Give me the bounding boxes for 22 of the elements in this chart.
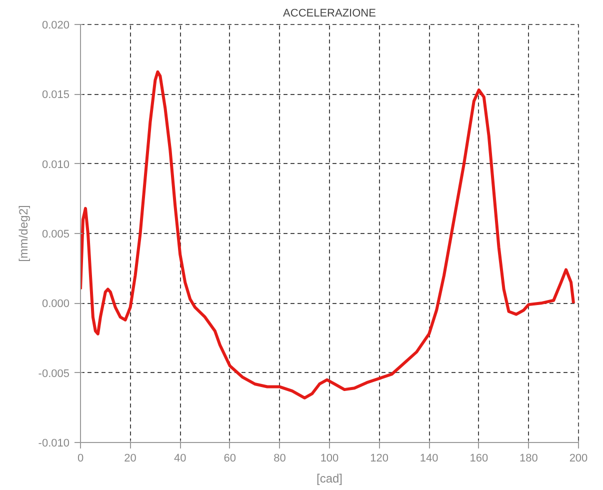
- y-axis-title: [mm/deg2]: [16, 205, 30, 262]
- x-tick-label: 20: [124, 452, 136, 464]
- x-tick-label: 200: [569, 452, 588, 464]
- y-tick-label: -0.005: [38, 368, 70, 380]
- x-tick-label: 100: [320, 452, 339, 464]
- x-axis-title: [cad]: [316, 472, 343, 486]
- y-tick-label: -0.010: [38, 438, 70, 450]
- y-tick-label: 0.020: [42, 20, 70, 32]
- y-tick-label: 0.005: [42, 228, 70, 240]
- x-tick-label: 140: [420, 452, 438, 464]
- y-tick-label: 0.010: [42, 158, 70, 171]
- x-tick-label: 40: [174, 452, 186, 464]
- line-series: [80, 70, 576, 400]
- x-tick-label: 80: [274, 452, 286, 464]
- x-tick-label: 0: [77, 452, 84, 464]
- chart-title: ACCELERAZIONE: [283, 8, 376, 20]
- x-tick-label: 60: [224, 452, 236, 464]
- x-tick-label: 120: [370, 452, 388, 464]
- x-tick-label: 180: [520, 452, 538, 464]
- y-tick-label: 0.000: [42, 298, 70, 310]
- x-tick-label: 160: [470, 452, 488, 464]
- y-tick-label: 0.015: [42, 89, 70, 102]
